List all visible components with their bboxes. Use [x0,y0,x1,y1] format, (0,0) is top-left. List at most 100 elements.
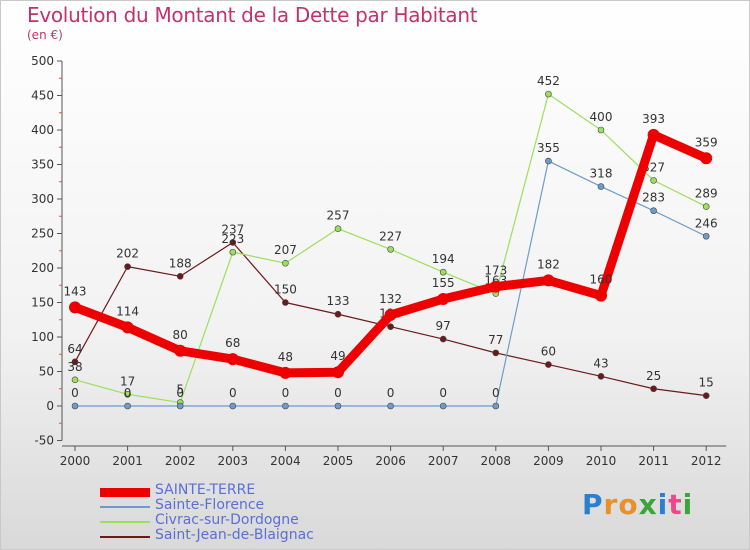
logo-letter: o [618,488,639,521]
data-label-civrac-sur-dordogne: 257 [327,209,350,223]
data-label-saint-jean-de-blaignac: 188 [169,256,192,270]
data-label-civrac-sur-dordogne: 207 [274,243,297,257]
logo-letter: i [657,488,669,521]
data-point-civrac-sur-dordogne [334,225,342,232]
data-point-sainte-terre [121,321,134,334]
data-label-sainte-florence: 355 [537,141,560,155]
x-tick-label: 2005 [323,454,354,468]
data-point-saint-jean-de-blaignac [124,263,131,270]
data-label-sainte-florence: 0 [387,386,395,400]
data-point-civrac-sur-dordogne [229,248,237,256]
data-label-sainte-florence: 246 [695,216,718,230]
data-label-sainte-florence: 283 [642,191,665,205]
x-tick-label: 2009 [533,454,564,468]
legend-swatch [100,521,150,523]
data-label-sainte-terre: 182 [537,257,560,271]
data-label-sainte-florence: 0 [124,386,132,400]
data-point-sainte-florence [439,402,447,410]
x-tick-label: 2001 [112,454,143,468]
data-point-sainte-florence [229,402,237,410]
data-point-sainte-florence [650,207,657,215]
data-label-sainte-florence: 0 [282,386,290,400]
data-label-saint-jean-de-blaignac: 202 [116,247,139,261]
data-label-sainte-terre: 359 [695,135,718,149]
data-point-saint-jean-de-blaignac [597,373,605,380]
data-point-civrac-sur-dordogne [545,90,552,98]
data-point-sainte-florence [71,402,79,410]
data-label-civrac-sur-dordogne: 5 [176,383,184,397]
data-label-saint-jean-de-blaignac: 237 [221,222,244,236]
legend-swatch [100,506,150,508]
x-tick-label: 2002 [165,454,196,468]
proxiti-logo: Proxiti [582,488,693,521]
data-point-sainte-terre [700,152,713,165]
data-label-civrac-sur-dordogne: 289 [695,187,718,201]
data-label-sainte-terre: 49 [330,349,345,363]
data-label-sainte-terre: 68 [225,336,240,350]
data-point-sainte-florence [545,157,552,165]
data-label-sainte-terre: 393 [642,112,665,126]
data-label-sainte-florence: 0 [229,386,237,400]
y-tick-label: 450 [31,89,54,103]
data-label-civrac-sur-dordogne: 223 [221,232,244,246]
data-label-sainte-terre: 132 [379,292,402,306]
data-point-civrac-sur-dordogne [71,376,79,384]
x-tick-label: 2006 [375,454,406,468]
x-tick-label: 2011 [638,454,669,468]
data-point-sainte-terre [595,289,607,302]
x-tick-label: 2008 [481,454,512,468]
data-point-saint-jean-de-blaignac [545,361,552,368]
x-tick-label: 2004 [270,454,301,468]
data-point-saint-jean-de-blaignac [492,349,500,357]
data-label-civrac-sur-dordogne: 227 [379,229,402,243]
data-point-saint-jean-de-blaignac [282,299,289,306]
legend-label: Civrac-sur-Dordogne [155,512,299,528]
y-tick-label: 150 [31,296,54,310]
x-tick-label: 2012 [691,454,722,468]
logo-letter: r [603,488,619,521]
data-point-saint-jean-de-blaignac [71,358,79,366]
data-label-saint-jean-de-blaignac: 77 [488,333,503,347]
data-label-saint-jean-de-blaignac: 43 [593,356,608,370]
y-tick-label: 100 [31,330,54,344]
y-tick-label: 200 [31,261,54,275]
x-tick-label: 2000 [60,454,91,468]
legend-label: SAINTE-TERRE [155,482,256,498]
data-point-sainte-terre [69,301,81,314]
data-point-saint-jean-de-blaignac [176,272,184,280]
logo-letter: P [582,488,604,521]
x-tick-label: 2007 [428,454,459,468]
data-label-civrac-sur-dordogne: 38 [67,360,82,374]
data-label-civrac-sur-dordogne: 452 [537,74,560,88]
y-tick-label: 50 [39,365,54,379]
data-point-civrac-sur-dordogne [124,390,131,398]
data-point-civrac-sur-dordogne [387,246,394,253]
data-point-civrac-sur-dordogne [282,259,289,267]
data-point-sainte-florence [334,402,342,410]
logo-letter: i [682,488,694,521]
x-tick-label: 2003 [218,454,249,468]
data-point-saint-jean-de-blaignac [334,310,342,318]
data-point-sainte-terre [437,293,450,306]
data-point-sainte-terre [332,366,344,379]
data-point-civrac-sur-dordogne [439,268,447,276]
data-point-sainte-terre [384,308,397,321]
data-label-sainte-florence: 0 [492,386,500,400]
data-label-civrac-sur-dordogne: 17 [120,374,135,388]
data-point-sainte-florence [702,232,710,240]
data-label-sainte-terre: 80 [173,328,188,342]
data-point-sainte-terre [226,353,239,366]
y-tick-label: -50 [34,434,54,448]
data-point-civrac-sur-dordogne [650,177,657,184]
data-point-saint-jean-de-blaignac [229,239,237,246]
data-point-civrac-sur-dordogne [597,126,605,134]
y-tick-label: 500 [31,54,54,68]
data-label-saint-jean-de-blaignac: 133 [327,294,350,308]
data-label-sainte-terre: 173 [484,264,507,278]
data-label-sainte-terre: 48 [278,350,293,364]
data-point-saint-jean-de-blaignac [387,323,394,330]
data-label-sainte-terre: 160 [590,273,613,287]
data-point-saint-jean-de-blaignac [650,385,657,393]
